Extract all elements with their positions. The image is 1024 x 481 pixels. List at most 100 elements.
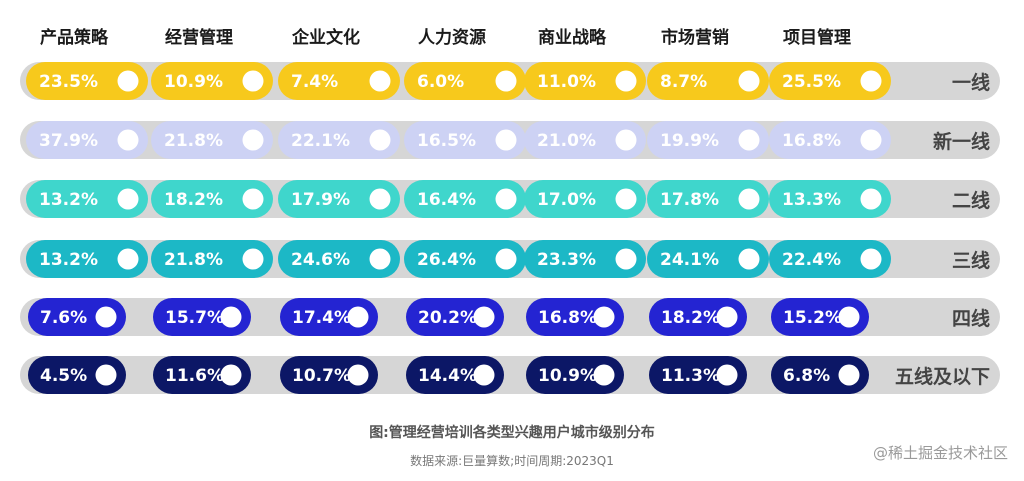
pill-fill bbox=[28, 356, 126, 394]
value-pill: 16.5% bbox=[404, 121, 526, 159]
value-label: 10.9% bbox=[164, 72, 223, 92]
value-pill: 11.3% bbox=[649, 356, 747, 394]
value-label: 6.8% bbox=[783, 366, 830, 386]
value-label: 18.2% bbox=[164, 190, 223, 210]
tier-row: 37.9% 21.8% 22.1% 16.5% 21.0% 19.9% 16.8% 新一线 bbox=[20, 121, 1000, 159]
value-pill: 21.8% bbox=[151, 240, 273, 278]
pill-fill bbox=[406, 298, 504, 336]
value-label: 10.9% bbox=[538, 366, 597, 386]
pill-fill bbox=[26, 62, 148, 100]
pill-knob bbox=[738, 70, 760, 92]
value-pill: 24.6% bbox=[278, 240, 400, 278]
pill-fill bbox=[278, 180, 400, 218]
pill-knob bbox=[615, 129, 637, 151]
value-label: 10.7% bbox=[292, 366, 351, 386]
pill-knob bbox=[369, 188, 391, 210]
value-label: 16.5% bbox=[417, 131, 476, 151]
chart-caption: 图:管理经营培训各类型兴趣用户城市级别分布 bbox=[369, 424, 655, 441]
value-pill: 13.2% bbox=[26, 240, 148, 278]
tier-row: 13.2% 21.8% 24.6% 26.4% 23.3% 24.1% 22.4% 三线 bbox=[20, 240, 1000, 278]
pill-knob bbox=[473, 364, 495, 386]
pill-knob bbox=[615, 248, 637, 270]
pill-fill bbox=[151, 240, 273, 278]
tier-row: 7.6% 15.7% 17.4% 20.2% 16.8% 18.2% 15.2% 四线 bbox=[20, 298, 1000, 336]
value-label: 22.4% bbox=[782, 250, 841, 270]
pill-knob bbox=[347, 306, 369, 328]
pill-knob bbox=[220, 364, 242, 386]
value-pill: 10.9% bbox=[151, 62, 273, 100]
tier-label: 二线 bbox=[952, 189, 990, 212]
value-pill: 17.0% bbox=[524, 180, 646, 218]
tier-row: 13.2% 18.2% 17.9% 16.4% 17.0% 17.8% 13.3% 二线 bbox=[20, 180, 1000, 218]
pill-fill bbox=[404, 240, 526, 278]
pill-fill bbox=[404, 62, 526, 100]
value-label: 6.0% bbox=[417, 72, 464, 92]
tier-label: 四线 bbox=[952, 307, 990, 330]
tier-row: 4.5% 11.6% 10.7% 14.4% 10.9% 11.3% 6.8% 五线及以下 bbox=[20, 356, 1000, 394]
pill-fill bbox=[524, 62, 646, 100]
value-pill: 16.8% bbox=[769, 121, 891, 159]
pill-fill bbox=[771, 298, 869, 336]
tier-label: 三线 bbox=[952, 249, 990, 272]
pill-fill bbox=[769, 62, 891, 100]
pill-knob bbox=[369, 129, 391, 151]
value-label: 16.8% bbox=[782, 131, 841, 151]
value-label: 23.5% bbox=[39, 72, 98, 92]
pill-knob bbox=[117, 129, 139, 151]
pill-knob bbox=[242, 70, 264, 92]
pill-fill bbox=[524, 240, 646, 278]
pill-knob bbox=[716, 364, 738, 386]
value-label: 21.8% bbox=[164, 131, 223, 151]
value-label: 17.8% bbox=[660, 190, 719, 210]
pill-fill bbox=[280, 298, 378, 336]
pill-fill bbox=[647, 240, 769, 278]
pill-knob bbox=[738, 188, 760, 210]
value-pill: 15.7% bbox=[153, 298, 251, 336]
pill-knob bbox=[117, 70, 139, 92]
pill-knob bbox=[738, 129, 760, 151]
pill-fill bbox=[526, 298, 624, 336]
tier-label: 五线及以下 bbox=[895, 365, 990, 388]
value-label: 24.6% bbox=[291, 250, 350, 270]
pill-fill bbox=[406, 356, 504, 394]
pill-fill bbox=[153, 356, 251, 394]
value-pill: 18.2% bbox=[649, 298, 747, 336]
pill-fill bbox=[524, 180, 646, 218]
category-label: 市场营销 bbox=[661, 27, 729, 48]
value-label: 17.9% bbox=[291, 190, 350, 210]
value-pill: 10.7% bbox=[280, 356, 378, 394]
value-pill: 13.3% bbox=[769, 180, 891, 218]
value-pill: 13.2% bbox=[26, 180, 148, 218]
tier-rows: 23.5% 10.9% 7.4% 6.0% 11.0% 8.7% 25.5% 一线 37.9% 2… bbox=[20, 62, 1000, 394]
value-label: 25.5% bbox=[782, 72, 841, 92]
value-pill: 25.5% bbox=[769, 62, 891, 100]
pill-fill bbox=[771, 356, 869, 394]
category-label: 经营管理 bbox=[165, 27, 233, 48]
value-pill: 21.8% bbox=[151, 121, 273, 159]
value-pill: 8.7% bbox=[647, 62, 769, 100]
value-label: 22.1% bbox=[291, 131, 350, 151]
pill-knob bbox=[593, 306, 615, 328]
pill-knob bbox=[117, 188, 139, 210]
value-label: 11.6% bbox=[165, 366, 224, 386]
pill-fill bbox=[649, 298, 747, 336]
pill-knob bbox=[495, 70, 517, 92]
value-label: 26.4% bbox=[417, 250, 476, 270]
value-label: 15.7% bbox=[165, 308, 224, 328]
value-label: 19.9% bbox=[660, 131, 719, 151]
data-source: 数据来源:巨量算数;时间周期:2023Q1 bbox=[410, 453, 614, 468]
pill-fill bbox=[28, 298, 126, 336]
value-pill: 24.1% bbox=[647, 240, 769, 278]
category-label: 商业战略 bbox=[538, 27, 607, 48]
tier-label: 新一线 bbox=[933, 130, 990, 153]
pill-fill bbox=[278, 240, 400, 278]
value-label: 7.4% bbox=[291, 72, 338, 92]
pill-knob bbox=[716, 306, 738, 328]
value-label: 20.2% bbox=[418, 308, 477, 328]
value-label: 13.2% bbox=[39, 250, 98, 270]
pill-knob bbox=[838, 306, 860, 328]
value-pill: 11.6% bbox=[153, 356, 251, 394]
value-label: 14.4% bbox=[418, 366, 477, 386]
pill-knob bbox=[593, 364, 615, 386]
pill-knob bbox=[495, 248, 517, 270]
